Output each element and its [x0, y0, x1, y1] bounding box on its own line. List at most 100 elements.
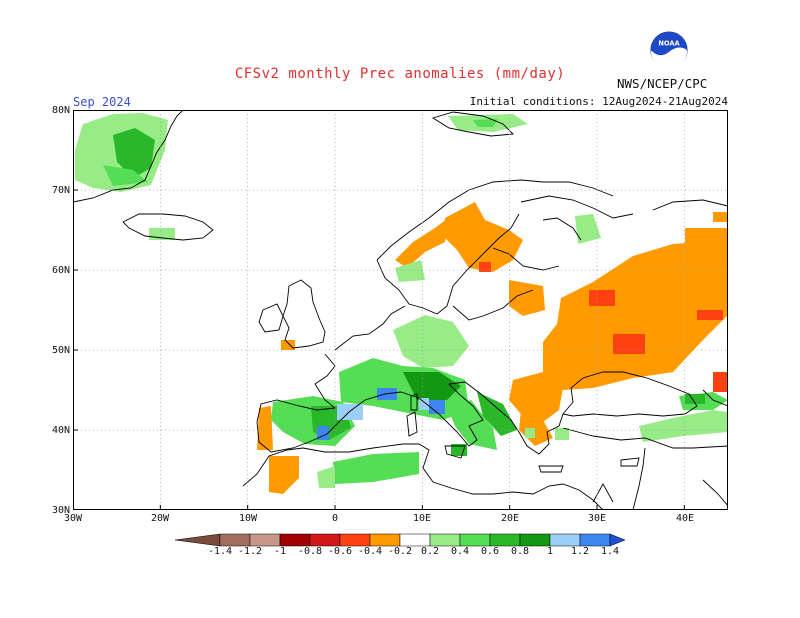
coast-black-sea: [562, 371, 698, 417]
coast-white-sea: [542, 217, 582, 241]
coast-finland: [492, 247, 560, 271]
coast-caspian: [702, 389, 728, 407]
grid-lines: [73, 110, 728, 510]
region-russia: [543, 240, 728, 390]
lat-label-40n: 40N: [51, 425, 70, 436]
region-finland-red: [479, 262, 491, 272]
region-greenland-mid: [103, 165, 148, 186]
region-central-europe: [393, 315, 469, 368]
lon-label-10w: 10W: [238, 513, 258, 524]
lat-label-80n: 80N: [51, 105, 70, 116]
initial-conditions: Initial conditions: 12Aug2024-21Aug2024: [469, 95, 728, 108]
colorbar-swatch: [249, 533, 281, 547]
region-adriatic: [477, 392, 517, 436]
coast-iberia: [256, 399, 350, 453]
region-russia-north-orange: [685, 228, 728, 254]
colorbar-label: 1.2: [570, 546, 590, 557]
colorbar-label: 0.4: [450, 546, 470, 557]
coast-northsea: [334, 305, 406, 351]
region-balkans: [509, 372, 563, 422]
lat-label-60n: 60N: [51, 265, 70, 276]
region-north-italy: [403, 372, 461, 400]
agency-label: NWS/NCEP/CPC: [617, 76, 708, 91]
colorbar-swatch: [279, 533, 311, 547]
colorbar-label: 0.2: [420, 546, 440, 557]
colorbar-swatch: [489, 533, 521, 547]
coast-africa: [242, 443, 604, 510]
region-algeria-light: [317, 466, 335, 488]
colorbar-label: -0.2: [387, 546, 413, 557]
anomaly-map: [73, 110, 728, 510]
coast-norway: [376, 179, 614, 261]
forecast-month: Sep 2024: [73, 95, 131, 109]
colorbar: [174, 533, 626, 547]
coast-adriatic: [448, 381, 520, 433]
colorbar-label: -0.6: [327, 546, 353, 557]
coast-greece: [518, 413, 564, 455]
colorbar-swatch: [219, 533, 251, 547]
colorbar-swatch: [459, 533, 491, 547]
region-caucasus-red: [713, 372, 728, 392]
colorbar-label: -1.4: [207, 546, 233, 557]
colorbar-swatch: [369, 533, 401, 547]
colorbar-label: -1.2: [237, 546, 263, 557]
coast-svalbard: [431, 111, 514, 137]
region-valencia-blue: [317, 426, 329, 440]
coast-corsica: [410, 393, 418, 411]
lat-label-30n: 30N: [51, 505, 70, 516]
region-russia-north-green: [575, 214, 601, 244]
lat-label-70n: 70N: [51, 185, 70, 196]
region-uk-orange: [281, 340, 295, 350]
coast-uk: [282, 279, 326, 349]
coast-persian: [702, 479, 728, 507]
colorbar-swatch: [309, 533, 341, 547]
lon-label-30w: 30W: [63, 513, 83, 524]
coast-turkey-south: [562, 427, 728, 449]
colorbar-swatch: [519, 533, 551, 547]
coast-sardinia: [406, 411, 418, 437]
chart-title: CFSv2 monthly Prec anomalies (mm/day): [234, 66, 566, 82]
region-turkey: [639, 410, 728, 442]
region-greenland-dark: [113, 128, 155, 178]
coast-ireland: [258, 303, 284, 333]
lon-label-20w: 20W: [150, 513, 170, 524]
colorbar-label: 0.6: [480, 546, 500, 557]
coast-crete: [538, 465, 564, 473]
noaa-logo: NOAA: [650, 31, 688, 69]
colorbar-swatch: [549, 533, 581, 547]
region-scandinavia: [445, 202, 523, 272]
region-greece-green: [525, 428, 535, 438]
region-catalonia-lightblue: [337, 404, 363, 420]
colorbar-label: 1: [546, 546, 554, 557]
coast-greenland: [73, 110, 184, 203]
lon-label-10e: 10E: [412, 513, 432, 524]
colorbar-swatch: [399, 533, 431, 547]
colorbar-label: 0.8: [510, 546, 530, 557]
lon-label-40e: 40E: [675, 513, 695, 524]
coast-italy: [400, 383, 484, 447]
region-portugal: [257, 406, 273, 450]
lat-label-50n: 50N: [51, 345, 70, 356]
region-baltic-orange: [509, 280, 545, 316]
lon-label-30e: 30E: [587, 513, 607, 524]
colorbar-swatch: [174, 533, 221, 547]
map-frame: [73, 110, 728, 510]
colorbar-label: -1: [273, 546, 287, 557]
region-russia-red-1: [589, 290, 615, 306]
region-corsica-lightblue: [419, 398, 429, 410]
colorbar-swatch: [609, 533, 626, 547]
axis-ticks: [73, 189, 685, 510]
region-svalbard-mid: [473, 119, 498, 127]
coast-novaya: [652, 199, 728, 211]
lon-label-0: 0: [331, 513, 339, 524]
coast-iceland: [122, 213, 214, 241]
region-norway: [395, 218, 448, 268]
colorbar-label: 1.4: [600, 546, 620, 557]
region-russia-north-orange-2: [713, 212, 728, 222]
region-morocco: [269, 456, 299, 494]
lon-label-20e: 20E: [500, 513, 520, 524]
colorbar-label: -0.4: [357, 546, 383, 557]
coast-red-sea: [592, 483, 614, 503]
region-aegean-green: [555, 428, 569, 440]
coast-cyprus: [620, 457, 640, 467]
